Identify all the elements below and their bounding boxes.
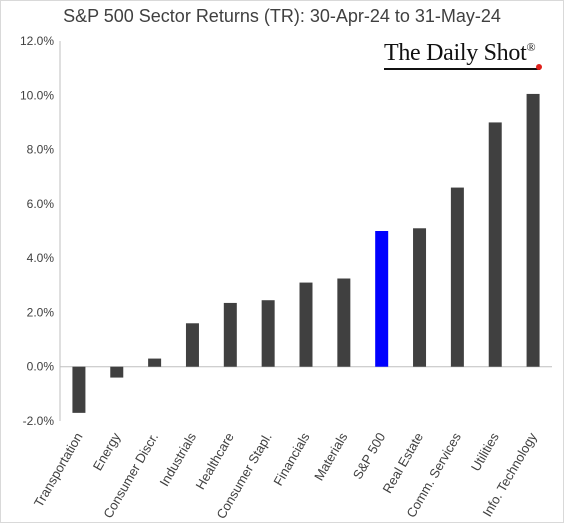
bar <box>337 278 351 367</box>
bar <box>488 122 502 367</box>
y-tick-label: -2.0% <box>23 414 55 428</box>
bar <box>413 228 427 367</box>
brand-logo: The Daily Shot® <box>384 40 536 67</box>
x-tick-label: Transportation <box>31 430 86 510</box>
x-tick-label: Materials <box>311 430 351 484</box>
bar <box>375 231 389 367</box>
brand-dot <box>536 64 542 70</box>
x-tick-label: Utilities <box>468 430 502 474</box>
bar <box>148 358 162 367</box>
x-tick-label: Energy <box>90 430 124 474</box>
brand-underline <box>384 68 540 70</box>
bar <box>72 366 86 413</box>
brand-logo-text: The Daily Shot <box>384 40 527 66</box>
bar <box>223 302 237 367</box>
x-tick-label: S&P 500 <box>350 430 389 482</box>
bars <box>72 93 540 413</box>
x-tick-label: Industrials <box>156 430 199 489</box>
bar <box>299 282 313 367</box>
y-tick-label: 6.0% <box>27 197 55 211</box>
y-tick-label: 8.0% <box>27 143 55 157</box>
y-tick-label: 2.0% <box>27 305 55 319</box>
bar <box>526 93 540 367</box>
x-tick-label: Financials <box>270 430 313 489</box>
y-tick-label: 4.0% <box>27 251 55 265</box>
chart-title: S&P 500 Sector Returns (TR): 30-Apr-24 t… <box>63 6 501 26</box>
bar <box>185 323 199 367</box>
y-tick-label: 0.0% <box>27 360 55 374</box>
brand-logo-mark: ® <box>526 40 536 54</box>
y-tick-label: 12.0% <box>20 34 54 48</box>
bar <box>110 366 124 378</box>
y-tick-labels: -2.0% 0.0% 2.0% 4.0% 6.0% 8.0% 10.0% 12.0% <box>20 34 54 428</box>
bar <box>450 187 464 367</box>
bar <box>261 300 275 367</box>
y-tick-label: 10.0% <box>20 88 54 102</box>
